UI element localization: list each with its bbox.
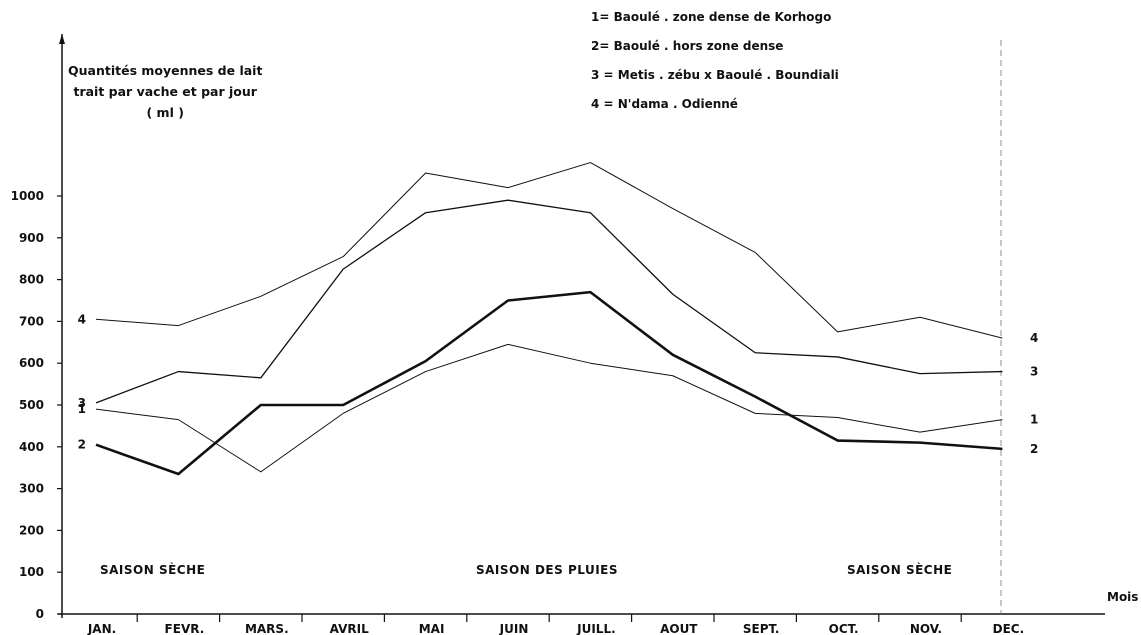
x-tick-label: MARS. [245, 622, 289, 635]
series-label-start-4: 4 [78, 312, 86, 326]
x-tick-label: OCT. [829, 622, 859, 635]
series-line-3 [95, 199, 1003, 404]
x-tick-label: NOV. [910, 622, 942, 635]
annotation-rainy-season: SAISON DES PLUIES [476, 563, 618, 577]
x-axis-label: Mois [1107, 590, 1139, 604]
series-label-end-4: 4 [1030, 331, 1038, 345]
x-tick-label: FEVR. [165, 622, 205, 635]
x-tick-label: SEPT. [743, 622, 780, 635]
y-axis-label-line-3: ( ml ) [146, 105, 184, 120]
legend-item-2: 2= Baoulé . hors zone dense [591, 39, 784, 53]
y-axis-label: Quantités moyennes de lait trait par vac… [68, 60, 262, 123]
y-tick-label: 800 [19, 273, 44, 287]
series-label-end-3: 3 [1030, 365, 1038, 379]
y-tick-label: 200 [19, 523, 44, 537]
y-tick-label: 400 [19, 440, 44, 454]
y-tick-label: 500 [19, 398, 44, 412]
y-tick-label: 0 [36, 607, 44, 621]
y-axis-ticks: 0 100 200 300 400 500 600 700 800 900 1000 [11, 189, 62, 621]
series-label-start-1: 1 [78, 402, 86, 416]
x-tick-label: JUILL. [576, 622, 616, 635]
y-tick-label: 100 [19, 565, 44, 579]
y-tick-label: 700 [19, 314, 44, 328]
series-label-end-2: 2 [1030, 442, 1038, 456]
series-lines: 1 1 2 2 3 3 4 4 [78, 162, 1038, 476]
x-tick-label: DEC. [993, 622, 1025, 635]
legend-item-1: 1= Baoulé . zone dense de Korhogo [591, 10, 832, 24]
y-tick-label: 600 [19, 356, 44, 370]
y-axis-label-line-2: trait par vache et par jour [73, 84, 257, 99]
y-axis-label-line-1: Quantités moyennes de lait [68, 63, 263, 78]
x-axis-ticks: JAN. FEVR. MARS. AVRIL MAI JUIN JUILL. AOUT SEPT… [87, 614, 1024, 635]
legend-item-4: 4 = N'dama . Odienné [591, 97, 738, 111]
axes [58, 34, 1105, 618]
series-label-end-1: 1 [1030, 413, 1038, 427]
y-tick-label: 1000 [11, 189, 44, 203]
series-line-1 [95, 343, 1003, 473]
series-line-4 [95, 162, 1003, 339]
x-tick-label: AVRIL [330, 622, 369, 635]
series-line-2 [95, 290, 1003, 476]
x-tick-label: AOUT [660, 622, 698, 635]
y-tick-label: 300 [19, 482, 44, 496]
annotation-dry-season-start: SAISON SÈCHE [100, 563, 206, 577]
series-label-start-3: 3 [78, 396, 86, 410]
legend-item-3: 3 = Metis . zébu x Baoulé . Boundiali [591, 68, 839, 82]
y-tick-label: 900 [19, 231, 44, 245]
legend: 1= Baoulé . zone dense de Korhogo 2= Bao… [591, 9, 839, 125]
series-label-start-2: 2 [78, 438, 86, 452]
y-axis-arrow [59, 34, 65, 44]
x-tick-label: JAN. [87, 622, 116, 635]
annotation-dry-season-end: SAISON SÈCHE [847, 563, 953, 577]
x-tick-label: JUIN [499, 622, 529, 635]
x-tick-label: MAI [419, 622, 445, 635]
